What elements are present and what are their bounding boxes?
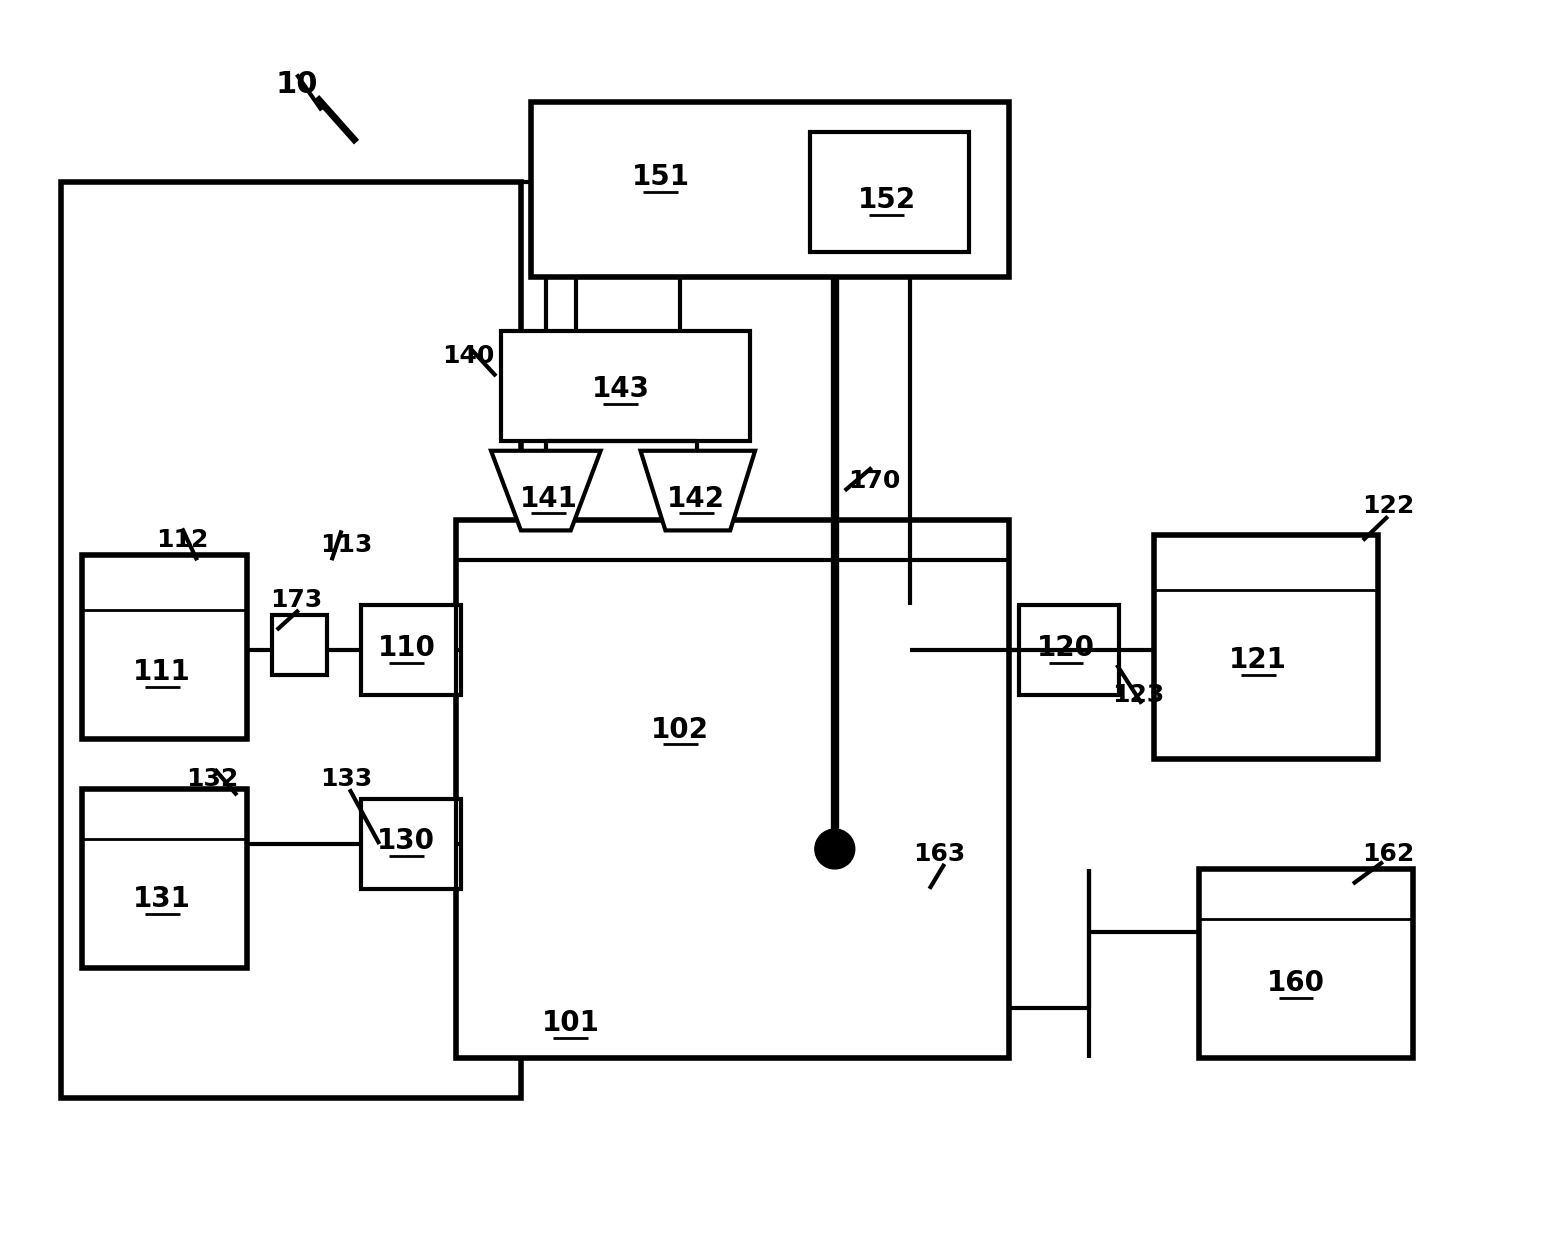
Bar (1018, 606, 1118, 695)
Text: 142: 142 (667, 485, 725, 512)
Text: 120: 120 (1037, 634, 1095, 662)
Text: 111: 111 (133, 658, 191, 685)
Polygon shape (490, 451, 601, 531)
Bar (83, 556, 247, 739)
Text: 132: 132 (186, 768, 237, 791)
Bar (1154, 536, 1378, 759)
Text: 121: 121 (1229, 645, 1287, 674)
Text: 133: 133 (320, 768, 373, 791)
Bar (83, 789, 247, 968)
Bar (1198, 918, 1412, 1058)
Text: 143: 143 (592, 375, 650, 402)
Bar (83, 611, 247, 739)
Text: 141: 141 (520, 485, 578, 512)
Polygon shape (640, 451, 754, 531)
Text: 140: 140 (442, 344, 494, 369)
Bar (83, 839, 247, 968)
Text: 152: 152 (858, 186, 915, 214)
Bar (83, 611, 247, 739)
Bar (531, 102, 1009, 277)
Circle shape (815, 829, 854, 868)
Text: 162: 162 (1362, 842, 1414, 866)
Text: 151: 151 (631, 163, 689, 191)
Text: 112: 112 (156, 528, 208, 552)
Bar (1198, 868, 1412, 1058)
Text: 160: 160 (1267, 969, 1325, 997)
Text: 123: 123 (1112, 683, 1165, 706)
Text: 130: 130 (378, 827, 436, 855)
Text: 173: 173 (270, 588, 323, 612)
Text: 102: 102 (651, 715, 709, 744)
Bar (272, 616, 326, 675)
Text: 113: 113 (320, 533, 373, 557)
Bar (1198, 918, 1412, 1058)
Bar (809, 132, 970, 252)
Bar (361, 799, 461, 888)
Text: 110: 110 (378, 634, 436, 662)
Bar (1154, 591, 1378, 759)
Text: 10: 10 (275, 70, 319, 98)
Bar (501, 331, 750, 441)
Bar (61, 182, 522, 1098)
Bar (83, 839, 247, 968)
Bar (361, 606, 461, 695)
Text: 122: 122 (1362, 493, 1414, 517)
Bar (456, 521, 1009, 1058)
Bar (456, 561, 1009, 1058)
Bar (1154, 591, 1378, 759)
Text: 131: 131 (133, 885, 191, 913)
Bar (456, 561, 1009, 1058)
Text: 101: 101 (542, 1009, 600, 1037)
Text: 170: 170 (848, 468, 901, 492)
Text: 163: 163 (914, 842, 965, 866)
